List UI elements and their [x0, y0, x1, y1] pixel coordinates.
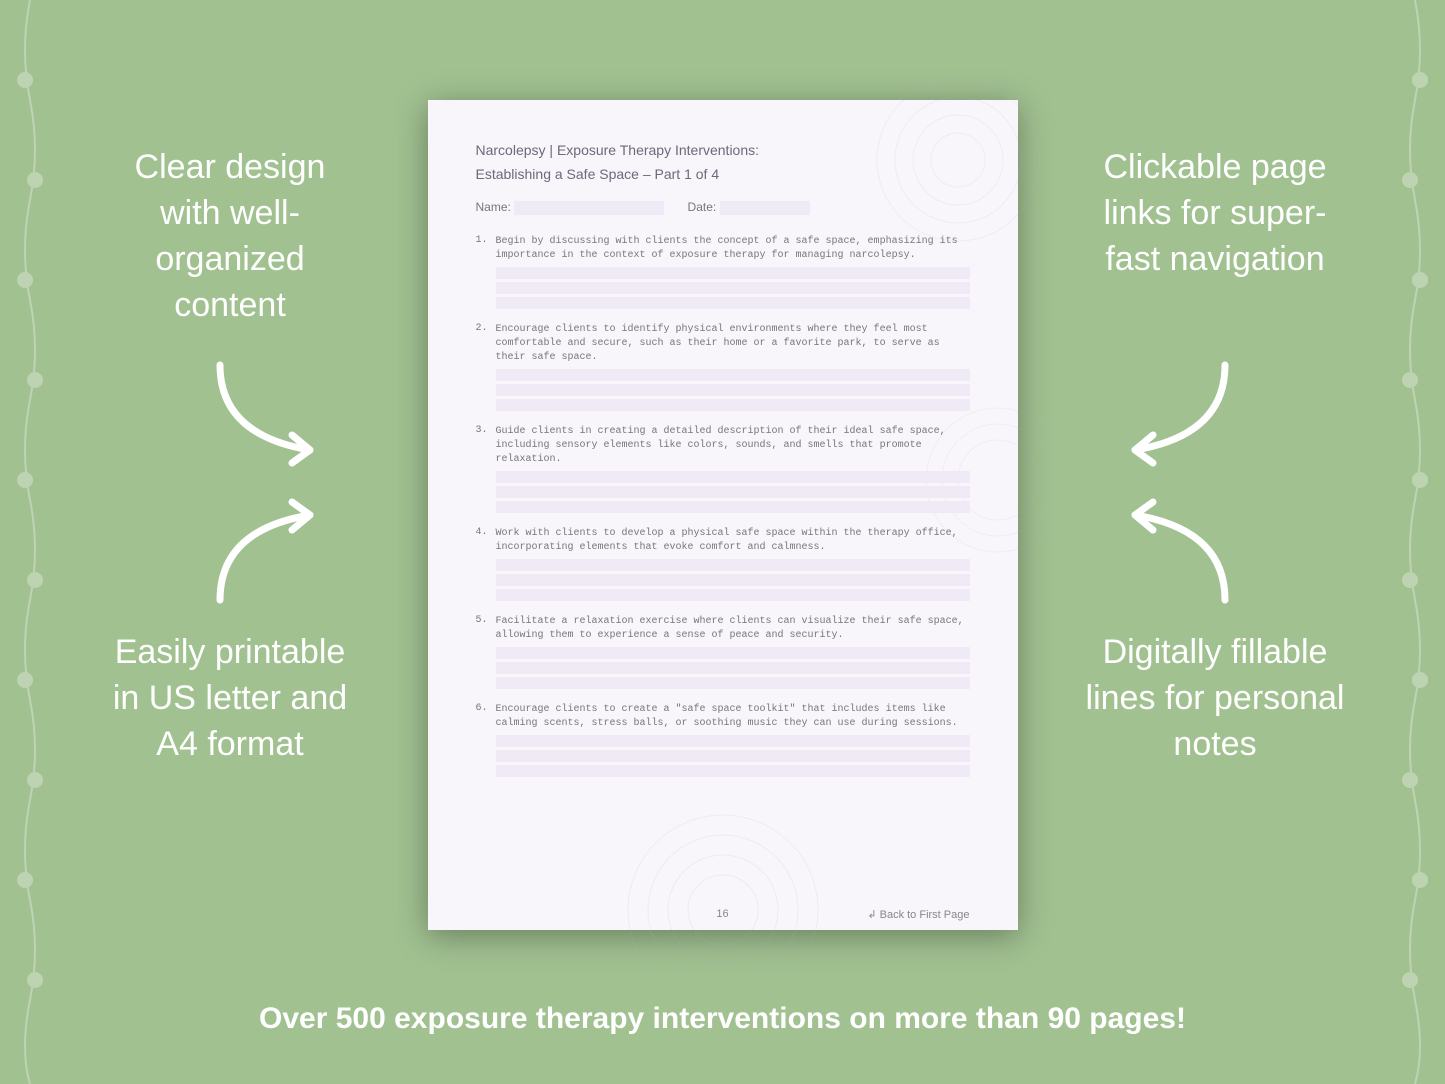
vine-decoration-left: [0, 0, 60, 1084]
item-number: 3.: [476, 425, 490, 436]
callout-bottom-right: Digitally fillable lines for personal no…: [1085, 630, 1345, 768]
arrow-top-right-icon: [1105, 355, 1245, 475]
item-text: Guide clients in creating a detailed des…: [496, 425, 970, 467]
fillable-line[interactable]: [496, 735, 970, 747]
vine-decoration-right: [1385, 0, 1445, 1084]
mandala-decoration-top: [868, 70, 1048, 250]
fillable-line[interactable]: [496, 369, 970, 381]
item-number: 6.: [476, 703, 490, 714]
fillable-line[interactable]: [496, 750, 970, 762]
fillable-line[interactable]: [496, 677, 970, 689]
page-number: 16: [716, 908, 728, 920]
item-number: 5.: [476, 615, 490, 626]
callout-top-right: Clickable page links for super-fast navi…: [1085, 145, 1345, 283]
list-item: 1. Begin by discussing with clients the …: [476, 235, 970, 309]
arrow-top-left-icon: [200, 355, 340, 475]
callout-top-left: Clear design with well-organized content: [100, 145, 360, 329]
list-item: 5. Facilitate a relaxation exercise wher…: [476, 615, 970, 689]
fillable-line[interactable]: [496, 574, 970, 586]
item-text: Encourage clients to create a "safe spac…: [496, 703, 970, 731]
list-item: 4. Work with clients to develop a physic…: [476, 527, 970, 601]
item-text: Work with clients to develop a physical …: [496, 527, 970, 555]
item-text: Facilitate a relaxation exercise where c…: [496, 615, 970, 643]
name-input[interactable]: [514, 201, 664, 215]
date-input[interactable]: [720, 201, 810, 215]
date-label: Date:: [688, 200, 717, 214]
fillable-line[interactable]: [496, 765, 970, 777]
item-number: 2.: [476, 323, 490, 334]
list-item: 2. Encourage clients to identify physica…: [476, 323, 970, 411]
fillable-line[interactable]: [496, 559, 970, 571]
items-list: 1. Begin by discussing with clients the …: [476, 235, 970, 777]
list-item: 3. Guide clients in creating a detailed …: [476, 425, 970, 513]
page-subtitle: Establishing a Safe Space – Part 1 of 4: [476, 166, 970, 182]
back-to-first-link[interactable]: ↲ Back to First Page: [867, 908, 969, 921]
bottom-banner: Over 500 exposure therapy interventions …: [0, 1002, 1445, 1036]
name-date-row: Name: Date:: [476, 200, 970, 215]
list-item: 6. Encourage clients to create a "safe s…: [476, 703, 970, 777]
item-text: Begin by discussing with clients the con…: [496, 235, 970, 263]
item-number: 4.: [476, 527, 490, 538]
fillable-line[interactable]: [496, 297, 970, 309]
fillable-line[interactable]: [496, 267, 970, 279]
document-page: Narcolepsy | Exposure Therapy Interventi…: [428, 100, 1018, 930]
fillable-line[interactable]: [496, 647, 970, 659]
callout-bottom-left: Easily printable in US letter and A4 for…: [100, 630, 360, 768]
arrow-bottom-left-icon: [200, 490, 340, 610]
item-number: 1.: [476, 235, 490, 246]
fillable-line[interactable]: [496, 486, 970, 498]
fillable-line[interactable]: [496, 471, 970, 483]
page-title: Narcolepsy | Exposure Therapy Interventi…: [476, 142, 970, 158]
fillable-line[interactable]: [496, 501, 970, 513]
item-text: Encourage clients to identify physical e…: [496, 323, 970, 365]
fillable-line[interactable]: [496, 282, 970, 294]
fillable-line[interactable]: [496, 589, 970, 601]
fillable-line[interactable]: [496, 662, 970, 674]
arrow-bottom-right-icon: [1105, 490, 1245, 610]
name-label: Name:: [476, 200, 511, 214]
fillable-line[interactable]: [496, 384, 970, 396]
fillable-line[interactable]: [496, 399, 970, 411]
